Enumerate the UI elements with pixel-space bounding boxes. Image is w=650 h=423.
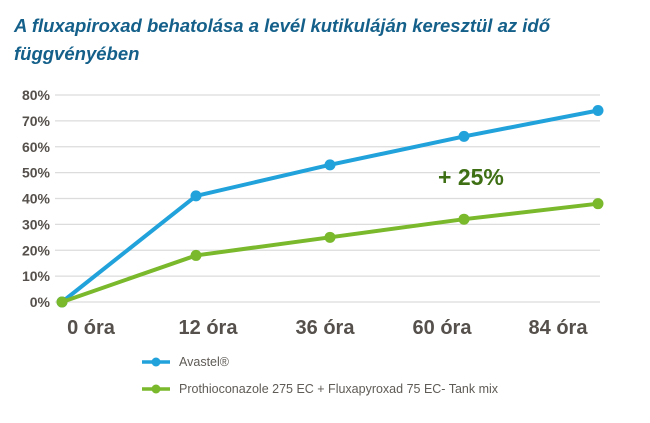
y-axis-tick-label: 10% bbox=[22, 268, 51, 284]
x-axis-tick-label: 60 óra bbox=[412, 317, 472, 339]
x-axis-tick-label: 12 óra bbox=[178, 317, 238, 339]
y-axis-tick-label: 80% bbox=[22, 87, 51, 103]
data-point-series-1 bbox=[190, 249, 202, 261]
x-axis-tick-label: 84 óra bbox=[528, 317, 588, 339]
data-point-series-1 bbox=[324, 231, 336, 243]
chart-legend: Avastel® Prothioconazole 275 EC + Fluxapy… bbox=[141, 352, 498, 399]
y-axis-tick-label: 70% bbox=[22, 113, 51, 129]
legend-label: Avastel® bbox=[179, 355, 229, 369]
y-axis-tick-label: 30% bbox=[22, 216, 51, 232]
legend-item: Avastel® bbox=[141, 352, 498, 372]
data-point-series-1 bbox=[56, 296, 68, 308]
data-point-series-1 bbox=[592, 198, 604, 210]
data-point-series-0 bbox=[324, 159, 336, 171]
y-axis-tick-label: 0% bbox=[30, 294, 51, 310]
annotation-plus-25-percent: + 25% bbox=[438, 164, 504, 190]
x-axis-tick-label: 36 óra bbox=[295, 317, 355, 339]
legend-marker-icon bbox=[142, 357, 170, 367]
x-axis-labels: 0 óra 12 óra 36 óra 60 óra 84 óra bbox=[0, 317, 650, 343]
data-point-series-0 bbox=[190, 190, 202, 202]
legend-marker-icon bbox=[142, 384, 170, 394]
data-point-series-0 bbox=[592, 105, 604, 117]
y-axis-tick-label: 60% bbox=[22, 139, 51, 155]
data-point-series-0 bbox=[458, 130, 470, 142]
y-axis-tick-label: 20% bbox=[22, 242, 51, 258]
y-axis-tick-label: 40% bbox=[22, 191, 51, 207]
data-point-series-1 bbox=[458, 213, 470, 225]
legend-label: Prothioconazole 275 EC + Fluxapyroxad 75… bbox=[179, 382, 499, 396]
x-axis-tick-label: 0 óra bbox=[67, 317, 115, 339]
chart-title: A fluxapiroxad behatolása a levél kutiku… bbox=[14, 15, 550, 64]
y-axis-tick-label: 50% bbox=[22, 165, 51, 181]
line-chart-svg: 0% 10% 20% 30% 40% 50% 60% 70% 80% bbox=[22, 87, 604, 310]
legend-item: Prothioconazole 275 EC + Fluxapyroxad 75… bbox=[141, 379, 498, 399]
series-line-1 bbox=[61, 201, 599, 304]
